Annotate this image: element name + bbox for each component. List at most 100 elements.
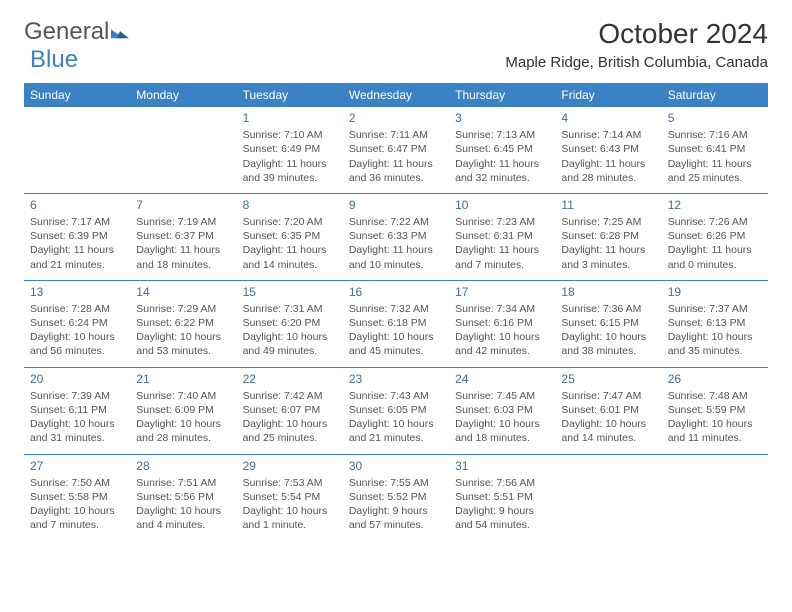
calendar-day-cell: 4Sunrise: 7:14 AMSunset: 6:43 PMDaylight… <box>555 107 661 193</box>
calendar-day-cell: 16Sunrise: 7:32 AMSunset: 6:18 PMDayligh… <box>343 280 449 367</box>
day-number: 16 <box>349 284 443 300</box>
daylight-text: and 0 minutes. <box>668 258 762 272</box>
calendar-empty-cell <box>662 454 768 540</box>
daylight-text: and 53 minutes. <box>136 344 230 358</box>
day-number: 8 <box>243 197 337 213</box>
sunrise-text: Sunrise: 7:55 AM <box>349 476 443 490</box>
daylight-text: Daylight: 10 hours <box>455 330 549 344</box>
sunset-text: Sunset: 6:45 PM <box>455 142 549 156</box>
daylight-text: Daylight: 10 hours <box>349 330 443 344</box>
daylight-text: and 49 minutes. <box>243 344 337 358</box>
daylight-text: and 57 minutes. <box>349 518 443 532</box>
daylight-text: and 7 minutes. <box>455 258 549 272</box>
sunset-text: Sunset: 6:09 PM <box>136 403 230 417</box>
calendar-day-cell: 21Sunrise: 7:40 AMSunset: 6:09 PMDayligh… <box>130 367 236 454</box>
day-number: 22 <box>243 371 337 387</box>
calendar-day-cell: 25Sunrise: 7:47 AMSunset: 6:01 PMDayligh… <box>555 367 661 454</box>
daylight-text: and 32 minutes. <box>455 171 549 185</box>
daylight-text: and 3 minutes. <box>561 258 655 272</box>
daylight-text: Daylight: 10 hours <box>455 417 549 431</box>
calendar-day-cell: 11Sunrise: 7:25 AMSunset: 6:28 PMDayligh… <box>555 193 661 280</box>
calendar-day-cell: 10Sunrise: 7:23 AMSunset: 6:31 PMDayligh… <box>449 193 555 280</box>
day-number: 3 <box>455 110 549 126</box>
daylight-text: Daylight: 11 hours <box>243 157 337 171</box>
sunrise-text: Sunrise: 7:22 AM <box>349 215 443 229</box>
daylight-text: and 56 minutes. <box>30 344 124 358</box>
calendar-week-row: 1Sunrise: 7:10 AMSunset: 6:49 PMDaylight… <box>24 107 768 193</box>
month-title: October 2024 <box>505 18 768 50</box>
sunset-text: Sunset: 6:43 PM <box>561 142 655 156</box>
sunrise-text: Sunrise: 7:53 AM <box>243 476 337 490</box>
daylight-text: Daylight: 10 hours <box>668 417 762 431</box>
day-number: 9 <box>349 197 443 213</box>
calendar-day-cell: 14Sunrise: 7:29 AMSunset: 6:22 PMDayligh… <box>130 280 236 367</box>
sunrise-text: Sunrise: 7:17 AM <box>30 215 124 229</box>
daylight-text: and 35 minutes. <box>668 344 762 358</box>
daylight-text: and 25 minutes. <box>668 171 762 185</box>
sunset-text: Sunset: 6:39 PM <box>30 229 124 243</box>
daylight-text: and 36 minutes. <box>349 171 443 185</box>
sunset-text: Sunset: 6:41 PM <box>668 142 762 156</box>
calendar-day-cell: 20Sunrise: 7:39 AMSunset: 6:11 PMDayligh… <box>24 367 130 454</box>
day-number: 19 <box>668 284 762 300</box>
calendar-day-cell: 18Sunrise: 7:36 AMSunset: 6:15 PMDayligh… <box>555 280 661 367</box>
daylight-text: Daylight: 10 hours <box>243 330 337 344</box>
calendar-day-cell: 19Sunrise: 7:37 AMSunset: 6:13 PMDayligh… <box>662 280 768 367</box>
day-number: 1 <box>243 110 337 126</box>
day-number: 2 <box>349 110 443 126</box>
day-number: 25 <box>561 371 655 387</box>
sunrise-text: Sunrise: 7:45 AM <box>455 389 549 403</box>
calendar-day-cell: 1Sunrise: 7:10 AMSunset: 6:49 PMDaylight… <box>237 107 343 193</box>
sunrise-text: Sunrise: 7:39 AM <box>30 389 124 403</box>
daylight-text: Daylight: 11 hours <box>455 157 549 171</box>
title-block: October 2024 Maple Ridge, British Columb… <box>505 18 768 71</box>
sunset-text: Sunset: 6:13 PM <box>668 316 762 330</box>
daylight-text: and 4 minutes. <box>136 518 230 532</box>
logo: General <box>24 18 129 46</box>
daylight-text: Daylight: 11 hours <box>561 243 655 257</box>
daylight-text: and 14 minutes. <box>561 431 655 445</box>
sunrise-text: Sunrise: 7:37 AM <box>668 302 762 316</box>
calendar-day-cell: 17Sunrise: 7:34 AMSunset: 6:16 PMDayligh… <box>449 280 555 367</box>
calendar-day-cell: 30Sunrise: 7:55 AMSunset: 5:52 PMDayligh… <box>343 454 449 540</box>
sunrise-text: Sunrise: 7:48 AM <box>668 389 762 403</box>
calendar-week-row: 13Sunrise: 7:28 AMSunset: 6:24 PMDayligh… <box>24 280 768 367</box>
calendar-empty-cell <box>24 107 130 193</box>
sunset-text: Sunset: 6:05 PM <box>349 403 443 417</box>
day-number: 28 <box>136 458 230 474</box>
day-number: 14 <box>136 284 230 300</box>
daylight-text: and 28 minutes. <box>136 431 230 445</box>
sunrise-text: Sunrise: 7:47 AM <box>561 389 655 403</box>
day-number: 17 <box>455 284 549 300</box>
sunset-text: Sunset: 6:33 PM <box>349 229 443 243</box>
calendar-day-cell: 5Sunrise: 7:16 AMSunset: 6:41 PMDaylight… <box>662 107 768 193</box>
sunset-text: Sunset: 6:28 PM <box>561 229 655 243</box>
day-number: 7 <box>136 197 230 213</box>
sunrise-text: Sunrise: 7:36 AM <box>561 302 655 316</box>
sunset-text: Sunset: 6:35 PM <box>243 229 337 243</box>
daylight-text: Daylight: 11 hours <box>455 243 549 257</box>
sunrise-text: Sunrise: 7:13 AM <box>455 128 549 142</box>
sunset-text: Sunset: 6:01 PM <box>561 403 655 417</box>
daylight-text: and 21 minutes. <box>30 258 124 272</box>
weekday-header: Tuesday <box>237 83 343 107</box>
daylight-text: and 11 minutes. <box>668 431 762 445</box>
daylight-text: Daylight: 10 hours <box>136 504 230 518</box>
day-number: 18 <box>561 284 655 300</box>
daylight-text: Daylight: 10 hours <box>561 330 655 344</box>
header: General October 2024 Maple Ridge, Britis… <box>24 18 768 71</box>
calendar-day-cell: 26Sunrise: 7:48 AMSunset: 5:59 PMDayligh… <box>662 367 768 454</box>
sunrise-text: Sunrise: 7:19 AM <box>136 215 230 229</box>
sunrise-text: Sunrise: 7:43 AM <box>349 389 443 403</box>
sunset-text: Sunset: 6:47 PM <box>349 142 443 156</box>
calendar-day-cell: 23Sunrise: 7:43 AMSunset: 6:05 PMDayligh… <box>343 367 449 454</box>
calendar-day-cell: 27Sunrise: 7:50 AMSunset: 5:58 PMDayligh… <box>24 454 130 540</box>
sunset-text: Sunset: 5:54 PM <box>243 490 337 504</box>
weekday-header: Monday <box>130 83 236 107</box>
calendar-day-cell: 8Sunrise: 7:20 AMSunset: 6:35 PMDaylight… <box>237 193 343 280</box>
calendar-week-row: 6Sunrise: 7:17 AMSunset: 6:39 PMDaylight… <box>24 193 768 280</box>
calendar-day-cell: 13Sunrise: 7:28 AMSunset: 6:24 PMDayligh… <box>24 280 130 367</box>
sunrise-text: Sunrise: 7:56 AM <box>455 476 549 490</box>
daylight-text: Daylight: 10 hours <box>136 417 230 431</box>
sunset-text: Sunset: 5:59 PM <box>668 403 762 417</box>
